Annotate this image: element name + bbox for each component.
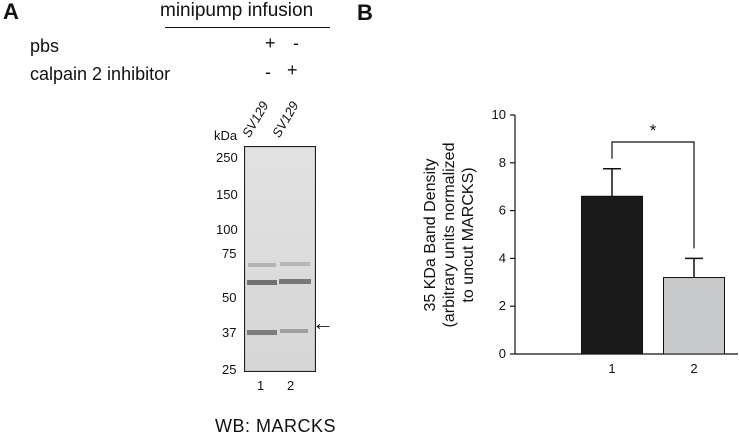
significance-bracket: * bbox=[611, 121, 695, 249]
y-tick-label: 10 bbox=[492, 107, 506, 122]
marker-25: 25 bbox=[222, 362, 237, 377]
band-55-lane1 bbox=[247, 280, 277, 285]
ylabel-line-2: (arbitrary units normalized bbox=[441, 143, 458, 328]
band-55-lane2 bbox=[279, 279, 311, 284]
y-tick-label: 4 bbox=[499, 250, 506, 265]
x-tick-label-2: 2 bbox=[690, 361, 697, 376]
marker-100: 100 bbox=[216, 222, 238, 237]
marker-250: 250 bbox=[216, 150, 238, 165]
marker-50: 50 bbox=[222, 290, 237, 305]
y-axis-label: 35 KDa Band Density (arbitrary units nor… bbox=[422, 143, 477, 328]
calpain-lane2-sign: + bbox=[287, 60, 298, 80]
band-75-lane1 bbox=[248, 263, 276, 267]
calpain-lane1-sign: - bbox=[265, 62, 271, 82]
chart-axes: 0 2 4 6 8 10 bbox=[492, 107, 738, 361]
panel-b-letter: B bbox=[357, 0, 373, 25]
bar-2 bbox=[663, 277, 725, 355]
ylabel-line-3: to uncut MARCKS) bbox=[460, 167, 477, 302]
kda-label: kDa bbox=[214, 128, 238, 143]
panel-a-letter: A bbox=[3, 0, 19, 24]
wb-marcks-label: WB: MARCKS bbox=[215, 416, 337, 436]
marker-75: 75 bbox=[222, 246, 237, 261]
western-blot-image bbox=[244, 146, 316, 372]
pbs-lane1-sign: + bbox=[265, 33, 276, 53]
bracket-line bbox=[611, 141, 695, 249]
band-75-lane2 bbox=[280, 262, 310, 266]
lane-number-1: 1 bbox=[257, 378, 265, 393]
y-tick-label: 2 bbox=[499, 298, 506, 313]
condition-label-pbs: pbs bbox=[30, 36, 60, 56]
y-tick-label: 8 bbox=[499, 155, 506, 170]
band-35-lane1 bbox=[247, 330, 277, 335]
ylabel-line-1: 35 KDa Band Density bbox=[422, 159, 439, 312]
significance-star: * bbox=[650, 121, 657, 140]
header-underline bbox=[165, 27, 330, 28]
bar-1 bbox=[581, 195, 643, 355]
pbs-lane2-sign: - bbox=[293, 33, 299, 53]
band-35-lane2 bbox=[280, 329, 308, 333]
arrow-35kda-icon: ← bbox=[312, 310, 334, 335]
y-tick-label: 6 bbox=[499, 203, 506, 218]
marker-150: 150 bbox=[216, 187, 238, 202]
condition-label-calpain: calpain 2 inhibitor bbox=[30, 64, 171, 84]
header-minipump-infusion: minipump infusion bbox=[160, 0, 314, 21]
marker-37: 37 bbox=[222, 325, 237, 340]
lane-number-2: 2 bbox=[287, 378, 295, 393]
y-tick-label: 0 bbox=[499, 346, 506, 361]
x-tick-label-1: 1 bbox=[608, 361, 615, 376]
